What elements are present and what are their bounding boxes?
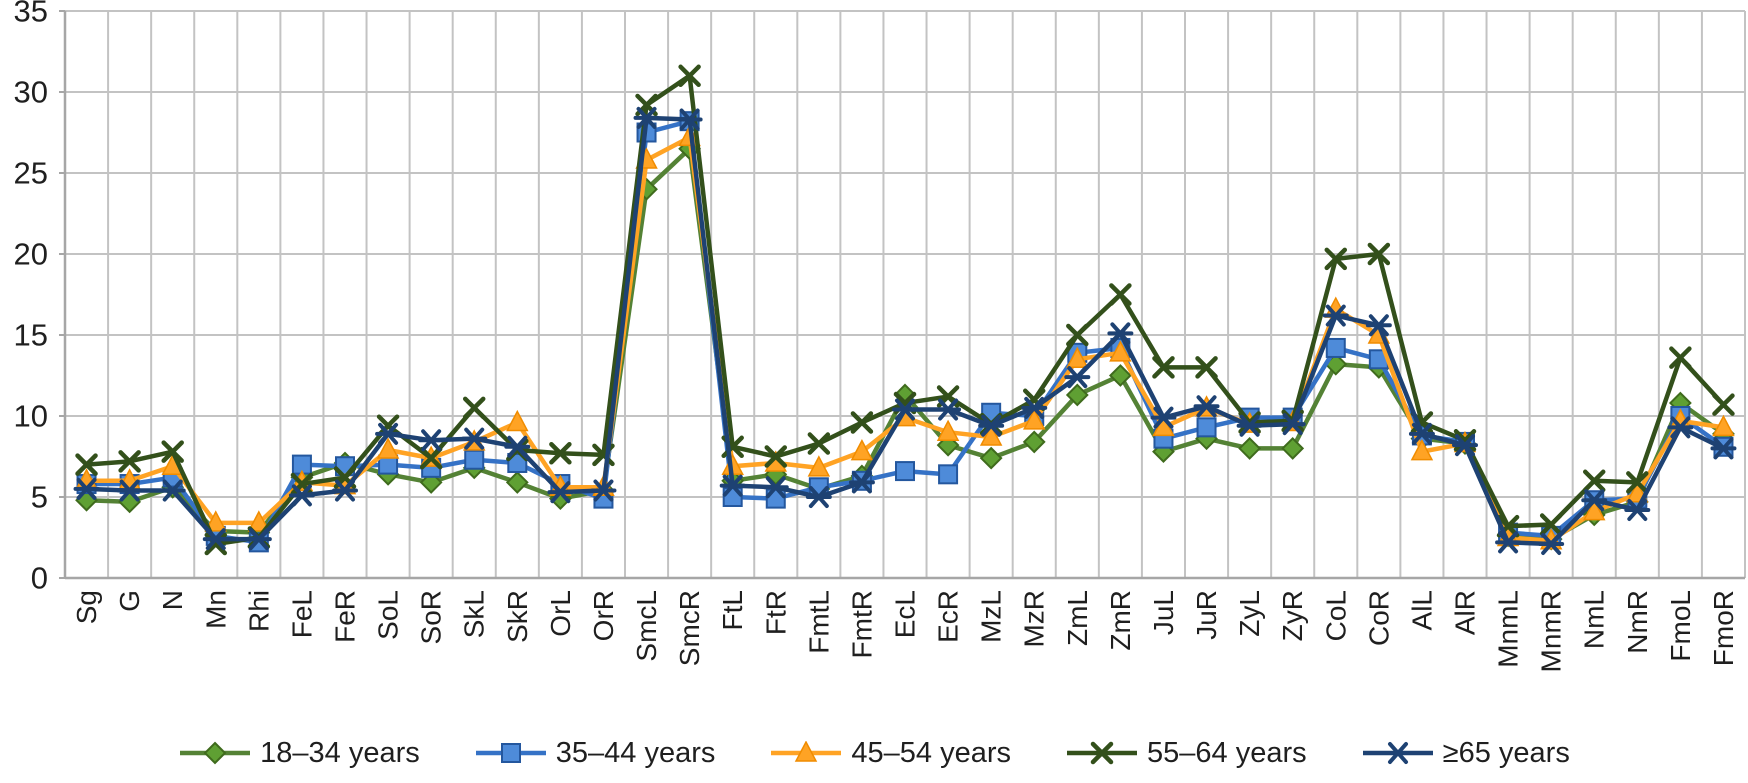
x-tick-label: SoL xyxy=(373,590,404,640)
x-tick-label: FmtR xyxy=(846,590,877,658)
series--65-years xyxy=(73,106,1737,555)
y-tick-label: 30 xyxy=(14,75,48,110)
legend-item-55-64: 55–64 years xyxy=(1065,737,1307,770)
line-chart-plot: 0 5 10 15 20 25 30 35 Sg G N Mn Rhi FeL FeR SoL SoR SkL Sk… xyxy=(14,0,1746,672)
x-tick-label: SmcR xyxy=(674,590,705,666)
x-tick-label: FeL xyxy=(286,590,317,638)
y-axis-tick-labels: 0 5 10 15 20 25 30 35 xyxy=(14,0,48,596)
y-tick-label: 15 xyxy=(14,318,48,353)
y-tick-label: 25 xyxy=(14,156,48,191)
x-tick-label: CoL xyxy=(1320,590,1351,641)
x-tick-label: FeR xyxy=(330,590,361,643)
star-marker-icon xyxy=(1362,742,1433,764)
x-tick-label: EcR xyxy=(933,590,964,643)
x-tick-label: Sg xyxy=(71,590,102,624)
square-marker-icon xyxy=(475,743,546,763)
x-tick-label: MnmR xyxy=(1536,590,1567,672)
x-tick-label: JuL xyxy=(1148,590,1179,635)
legend-label: 45–54 years xyxy=(851,736,1012,769)
x-tick-label: SmcL xyxy=(631,590,662,662)
y-tick-label: 5 xyxy=(31,480,48,515)
x-tick-label: FmoL xyxy=(1665,590,1696,662)
triangle-marker-icon xyxy=(771,741,842,762)
x-tick-label: AlL xyxy=(1406,590,1437,630)
x-tick-label: FtL xyxy=(717,590,748,630)
x-tick-label: SoR xyxy=(416,590,447,644)
x-tick-label: EcL xyxy=(890,590,921,638)
x-tick-label: ZmR xyxy=(1105,590,1136,651)
x-tick-label: JuR xyxy=(1191,590,1222,640)
x-tick-label: FtR xyxy=(760,590,791,635)
x-tick-label: FmoR xyxy=(1708,590,1739,666)
legend-label: ≥65 years xyxy=(1442,736,1570,769)
x-tick-label: N xyxy=(157,590,188,610)
x-axis-tick-labels: Sg G N Mn Rhi FeL FeR SoL SoR SkL SkR OrL OrR SmcL Smc… xyxy=(71,590,1739,672)
x-tick-label: CoR xyxy=(1363,590,1394,646)
legend-label: 35–44 years xyxy=(555,736,716,769)
x-tick-label: OrR xyxy=(588,590,619,641)
x-tick-label: Rhi xyxy=(243,590,274,632)
y-tick-label: 10 xyxy=(14,399,48,434)
chart-legend: 18–34 years 35–44 years 45–54 years 55–6… xyxy=(0,726,1748,780)
y-tick-label: 20 xyxy=(14,237,48,272)
x-marker-icon xyxy=(1067,741,1138,765)
legend-label: 18–34 years xyxy=(260,736,420,769)
legend-item-35-44: 35–44 years xyxy=(474,736,716,770)
x-tick-label: MzR xyxy=(1019,590,1050,648)
x-tick-label: OrL xyxy=(545,590,576,637)
legend-item-45-54: 45–54 years xyxy=(769,737,1011,770)
diamond-marker-icon xyxy=(180,741,251,765)
x-tick-label: MnmL xyxy=(1493,590,1524,668)
y-tick-label: 35 xyxy=(14,0,48,29)
x-tick-label: SkR xyxy=(502,590,533,643)
x-tick-label: ZyR xyxy=(1277,590,1308,641)
x-tick-label: G xyxy=(114,590,145,612)
legend-item-65plus: ≥65 years xyxy=(1361,737,1570,770)
x-tick-label: NmL xyxy=(1579,590,1610,649)
legend-label: 55–64 years xyxy=(1147,736,1307,769)
x-tick-label: Mn xyxy=(200,590,231,629)
x-tick-label: SkL xyxy=(459,590,490,638)
x-tick-label: MzL xyxy=(976,590,1007,643)
x-tick-label: ZmL xyxy=(1062,590,1093,646)
x-tick-label: AlR xyxy=(1450,590,1481,635)
x-tick-label: NmR xyxy=(1622,590,1653,654)
x-tick-label: FmtL xyxy=(803,590,834,654)
y-tick-label: 0 xyxy=(31,561,48,596)
legend-item-18-34: 18–34 years xyxy=(178,737,420,770)
x-tick-label: ZyL xyxy=(1234,590,1265,637)
